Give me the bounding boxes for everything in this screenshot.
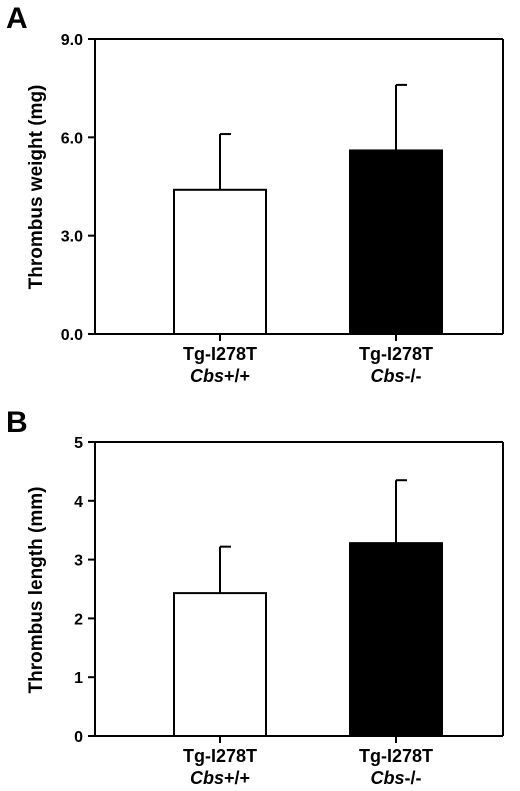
y-tick-label: 1 bbox=[74, 670, 83, 687]
gene-name: Cbs bbox=[370, 768, 404, 788]
bar bbox=[349, 542, 443, 737]
y-tick-label: 3.0 bbox=[61, 229, 83, 246]
y-tick-label: 2 bbox=[74, 611, 83, 628]
y-axis-title: Thrombus weight (mg) bbox=[26, 85, 47, 290]
bar bbox=[173, 188, 267, 335]
y-tick-label: 0.0 bbox=[61, 327, 83, 344]
x-tick-label: Tg-I278T bbox=[359, 746, 433, 766]
x-tick-label-genotype: Cbs+/+ bbox=[190, 366, 250, 386]
x-tick-label: Tg-I278T bbox=[183, 344, 257, 364]
x-tick-label-genotype: Cbs-/- bbox=[370, 768, 421, 788]
x-tick-label-genotype: Cbs-/- bbox=[370, 366, 421, 386]
panel-b: B Thrombus length (mm) 012345Tg-I278TCbs… bbox=[6, 406, 504, 788]
x-tick-label-genotype: Cbs+/+ bbox=[190, 768, 250, 788]
genotype: -/- bbox=[405, 366, 422, 386]
x-tick-label: Tg-I278T bbox=[359, 344, 433, 364]
gene-name: Cbs bbox=[370, 366, 404, 386]
genotype: +/+ bbox=[224, 366, 250, 386]
y-tick-label: 9.0 bbox=[61, 32, 83, 49]
panel-a: A Thrombus weight (mg) 0.0 3.0 6.0 9.0 Tg-I2… bbox=[6, 2, 504, 386]
x-tick-label: Tg-I278T bbox=[183, 746, 257, 766]
y-axis-title: Thrombus length (mm) bbox=[26, 487, 47, 694]
bar bbox=[349, 149, 443, 335]
bar bbox=[173, 592, 267, 738]
panel-letter: A bbox=[6, 2, 28, 35]
y-tick-label: 4 bbox=[74, 494, 83, 511]
y-tick-label: 6.0 bbox=[61, 130, 83, 147]
y-tick-label: 3 bbox=[74, 553, 83, 570]
gene-name: Cbs bbox=[190, 768, 224, 788]
panel-letter: B bbox=[6, 406, 28, 439]
gene-name: Cbs bbox=[190, 366, 224, 386]
genotype: -/- bbox=[405, 768, 422, 788]
y-tick-label: 0 bbox=[74, 729, 83, 746]
genotype: +/+ bbox=[224, 768, 250, 788]
y-tick-label: 5 bbox=[74, 435, 83, 452]
